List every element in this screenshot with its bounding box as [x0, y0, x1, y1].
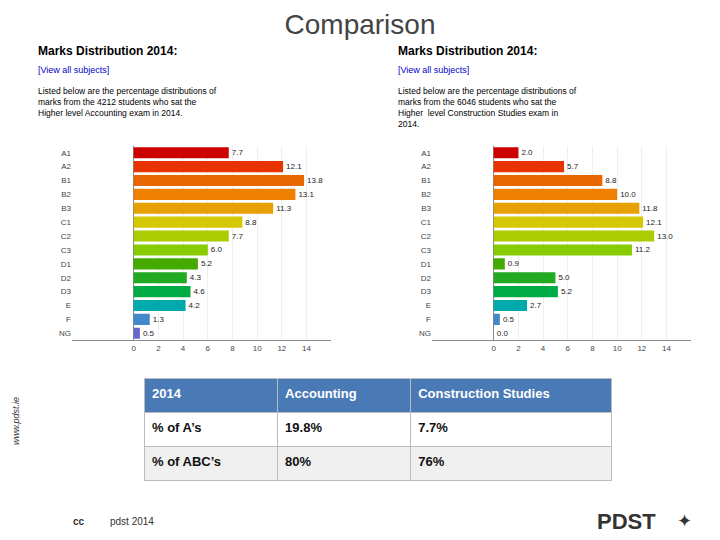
svg-text:C3: C3: [421, 246, 432, 255]
svg-text:D3: D3: [421, 287, 432, 296]
svg-text:14: 14: [302, 344, 311, 353]
svg-text:0.9: 0.9: [508, 259, 520, 268]
svg-text:2: 2: [156, 344, 161, 353]
svg-text:6.0: 6.0: [211, 245, 223, 254]
svg-text:A1: A1: [61, 149, 71, 158]
svg-text:6: 6: [206, 344, 211, 353]
svg-text:C2: C2: [61, 232, 72, 241]
svg-text:12: 12: [637, 344, 646, 353]
svg-text:D2: D2: [61, 274, 72, 283]
svg-text:4.2: 4.2: [189, 301, 201, 310]
svg-text:Listed below are the percentag: Listed below are the percentage distribu…: [38, 86, 217, 118]
svg-text:4.3: 4.3: [190, 273, 202, 282]
svg-text:0.0: 0.0: [497, 329, 509, 338]
svg-text:F: F: [426, 315, 431, 324]
svg-text:D3: D3: [61, 287, 72, 296]
svg-text:D1: D1: [61, 260, 72, 269]
svg-text:7.7%: 7.7%: [418, 420, 448, 435]
svg-text:13.8: 13.8: [307, 176, 323, 185]
svg-text:0.5: 0.5: [503, 315, 515, 324]
svg-text:0: 0: [491, 344, 496, 353]
svg-text:2.7: 2.7: [530, 301, 542, 310]
svg-text:80%: 80%: [285, 454, 311, 469]
svg-text:10.0: 10.0: [620, 190, 636, 199]
svg-text:C1: C1: [421, 218, 432, 227]
svg-text:2014: 2014: [152, 386, 182, 401]
svg-text:6: 6: [566, 344, 571, 353]
svg-text:10: 10: [253, 344, 262, 353]
svg-text:76%: 76%: [418, 454, 444, 469]
svg-text:[View all subjects]: [View all subjects]: [38, 65, 109, 75]
svg-text:12: 12: [277, 344, 286, 353]
svg-text:0: 0: [131, 344, 136, 353]
svg-text:4.6: 4.6: [193, 287, 205, 296]
svg-text:8.8: 8.8: [605, 176, 617, 185]
svg-text:13.1: 13.1: [298, 190, 314, 199]
svg-text:% of A’s: % of A’s: [152, 420, 202, 435]
svg-text:PDST: PDST: [597, 509, 656, 534]
svg-text:4: 4: [541, 344, 546, 353]
svg-text:19.8%: 19.8%: [285, 420, 322, 435]
svg-text:2: 2: [516, 344, 521, 353]
svg-text:8.8: 8.8: [245, 218, 257, 227]
svg-text:E: E: [66, 301, 71, 310]
svg-text:% of ABC’s: % of ABC’s: [152, 454, 221, 469]
svg-text:1.3: 1.3: [153, 315, 165, 324]
svg-text:5.7: 5.7: [567, 162, 579, 171]
svg-text:Construction Studies: Construction Studies: [418, 386, 549, 401]
svg-text:4: 4: [181, 344, 186, 353]
svg-text:11.3: 11.3: [276, 204, 292, 213]
svg-text:Marks Distribution 2014:: Marks Distribution 2014:: [398, 44, 537, 58]
svg-text:C2: C2: [421, 232, 432, 241]
svg-text:5.2: 5.2: [561, 287, 573, 296]
svg-text:11.8: 11.8: [642, 204, 658, 213]
svg-text:Accounting: Accounting: [285, 386, 357, 401]
svg-text:E: E: [426, 301, 431, 310]
svg-text:12.1: 12.1: [286, 162, 302, 171]
svg-text:D2: D2: [421, 274, 432, 283]
svg-text:B1: B1: [61, 176, 71, 185]
svg-text:10: 10: [613, 344, 622, 353]
svg-text:5.2: 5.2: [201, 259, 213, 268]
svg-text:[View all subjects]: [View all subjects]: [398, 65, 469, 75]
svg-text:NG: NG: [59, 329, 71, 338]
svg-text:F: F: [66, 315, 71, 324]
svg-text:B2: B2: [421, 190, 431, 199]
svg-text:14: 14: [662, 344, 671, 353]
svg-text:11.2: 11.2: [635, 245, 651, 254]
svg-text:www.pdst.ie: www.pdst.ie: [11, 397, 21, 445]
svg-text:pdst 2014: pdst 2014: [110, 516, 154, 527]
svg-text:8: 8: [590, 344, 595, 353]
svg-text:✦: ✦: [677, 511, 692, 531]
svg-text:A2: A2: [421, 162, 431, 171]
svg-text:0.5: 0.5: [143, 329, 155, 338]
svg-text:Comparison: Comparison: [285, 9, 436, 40]
svg-text:B2: B2: [61, 190, 71, 199]
svg-text:A1: A1: [421, 149, 431, 158]
svg-text:5.0: 5.0: [558, 273, 570, 282]
svg-text:NG: NG: [419, 329, 431, 338]
svg-text:8: 8: [230, 344, 235, 353]
svg-text:12.1: 12.1: [646, 218, 662, 227]
svg-text:13.0: 13.0: [657, 232, 673, 241]
svg-text:B3: B3: [421, 204, 431, 213]
svg-text:A2: A2: [61, 162, 71, 171]
svg-text:D1: D1: [421, 260, 432, 269]
svg-text:cc: cc: [73, 516, 85, 527]
svg-text:7.7: 7.7: [232, 148, 244, 157]
svg-text:Listed below are the percentag: Listed below are the percentage distribu…: [398, 86, 577, 129]
svg-text:7.7: 7.7: [232, 232, 244, 241]
svg-text:2.0: 2.0: [521, 148, 533, 157]
svg-text:C1: C1: [61, 218, 72, 227]
svg-text:B3: B3: [61, 204, 71, 213]
svg-text:C3: C3: [61, 246, 72, 255]
svg-text:Marks Distribution 2014:: Marks Distribution 2014:: [38, 44, 177, 58]
svg-text:B1: B1: [421, 176, 431, 185]
